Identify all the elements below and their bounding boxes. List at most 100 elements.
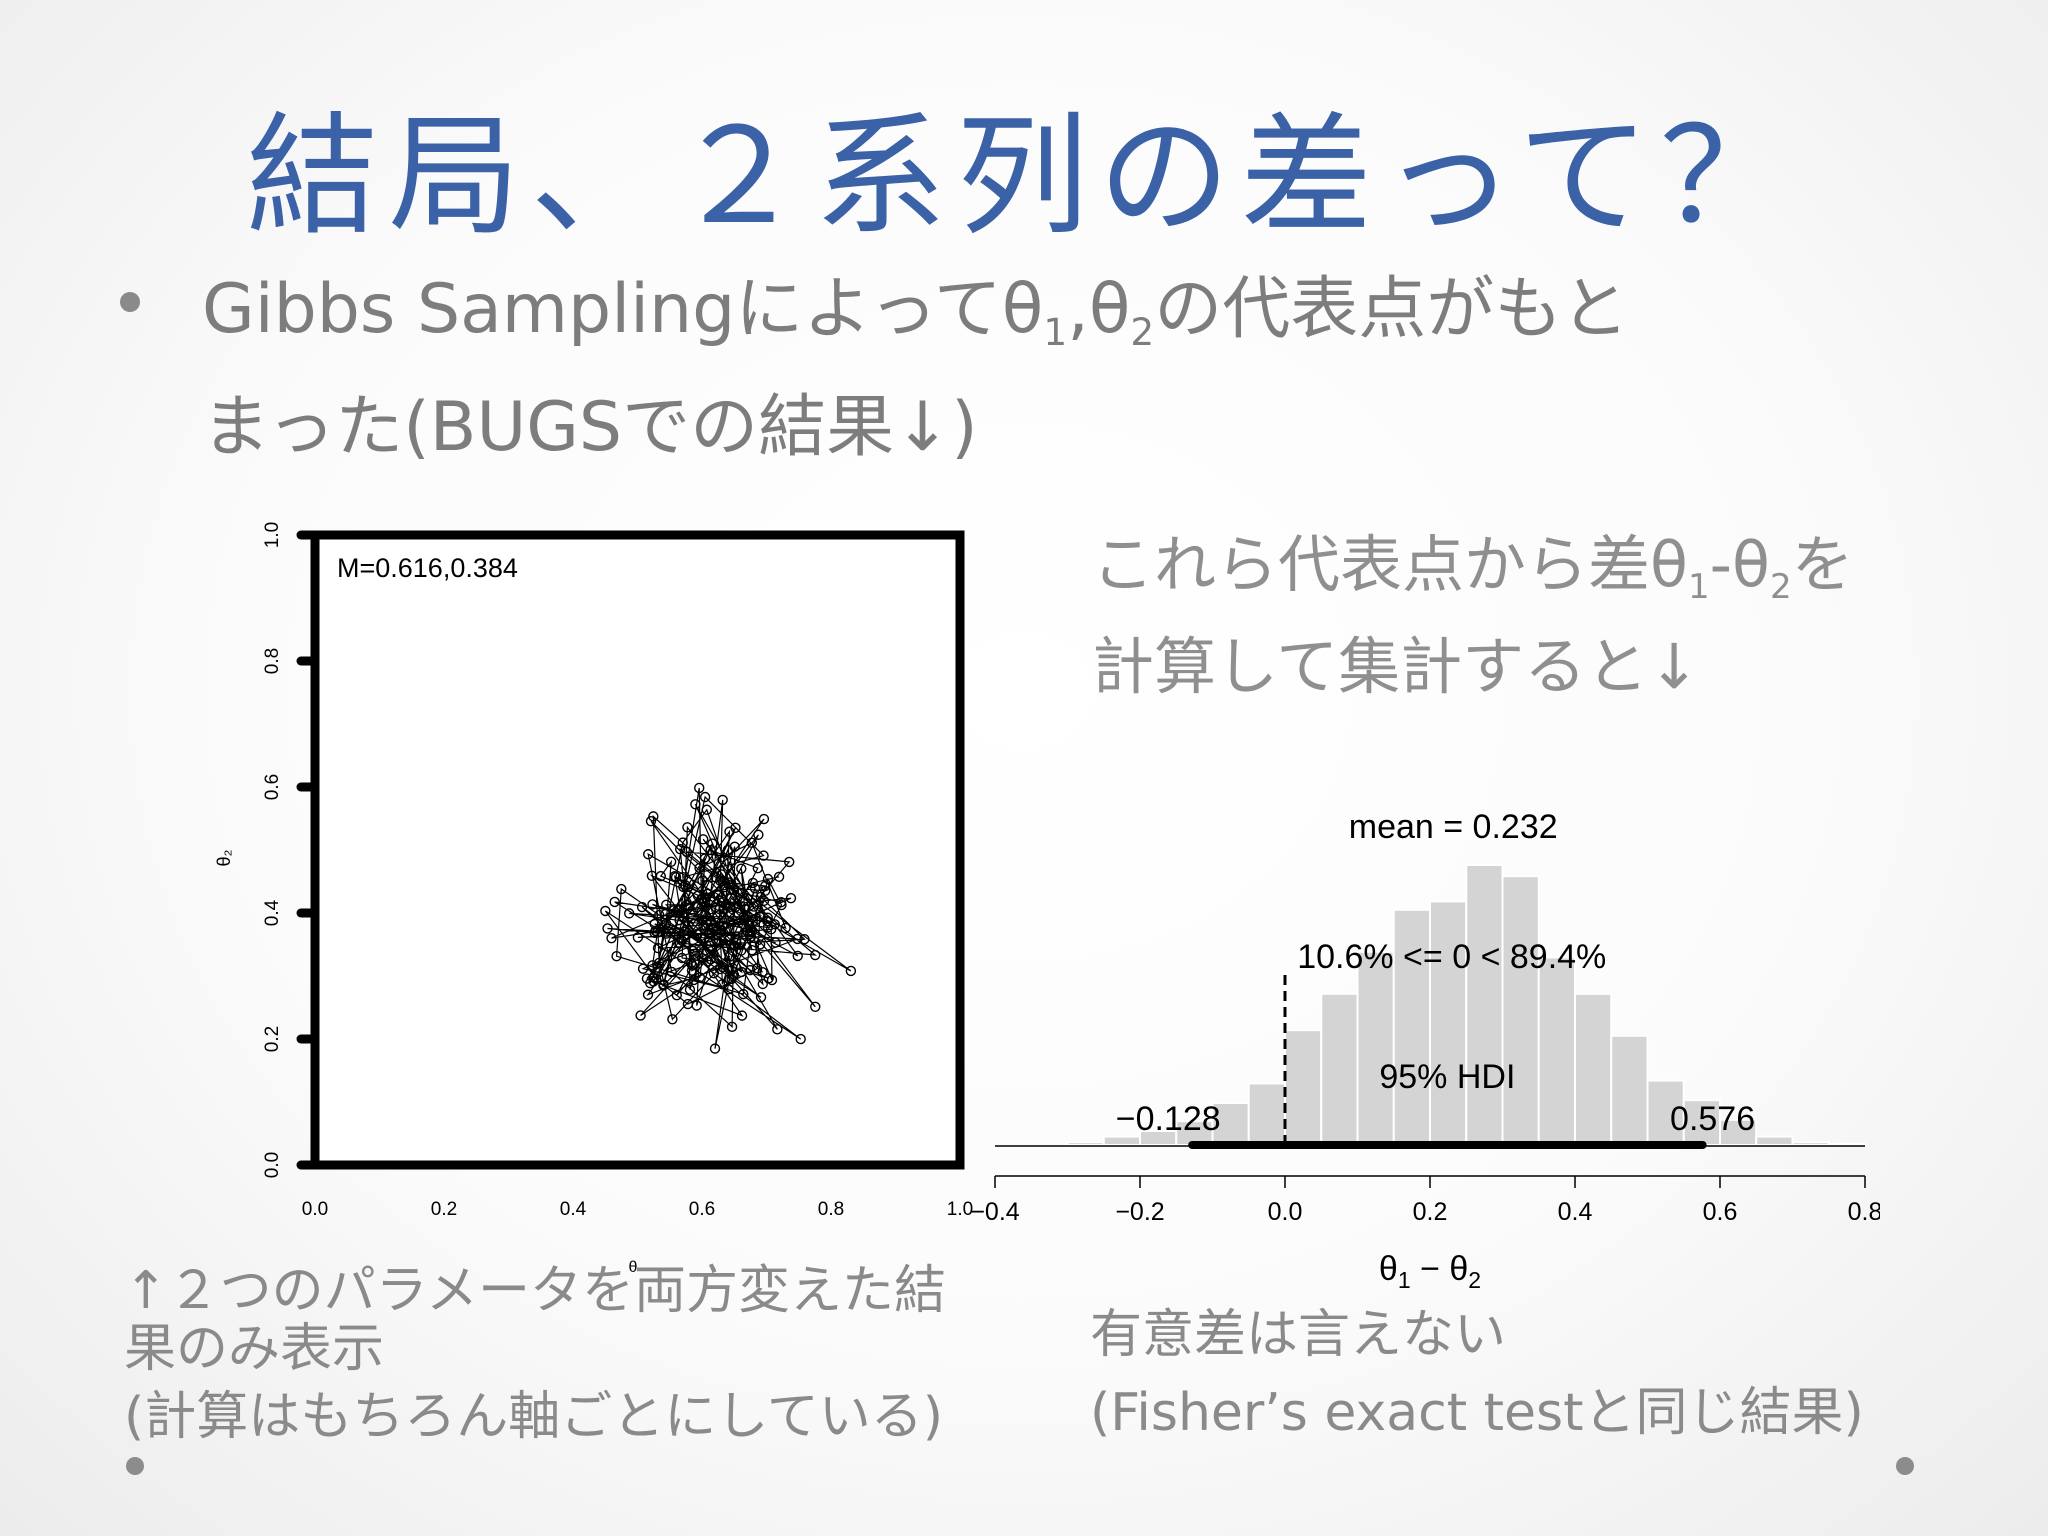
scatter-point [763, 973, 774, 984]
scatter-point [772, 1024, 783, 1035]
y-axis-label: θ₂ [214, 849, 234, 866]
right-note: これら代表点から差θ1-θ2を 計算して集計すると↓ [1092, 525, 1854, 707]
scatter-point [845, 965, 857, 977]
scatter-point [706, 928, 717, 939]
x-axis-label-part: − θ [1411, 1250, 1469, 1288]
scatter-point [701, 804, 713, 815]
scatter-point [742, 910, 753, 922]
x-axis-label-part: θ [1379, 1250, 1398, 1288]
scatter-point [652, 927, 663, 938]
scatter-point [696, 915, 708, 926]
histogram-bar [1465, 864, 1504, 1146]
histogram-bar [1356, 950, 1395, 1146]
scatter-point [746, 944, 758, 956]
x-tick-label: 0.2 [431, 1199, 457, 1220]
difference-histogram: mean = 0.232 10.6% <= 0 < 89.4% 95% HDI −0.… [970, 808, 1880, 1293]
histogram-bar [1827, 1142, 1866, 1147]
hdi-high-label: 0.576 [1670, 1100, 1755, 1138]
histogram-bar [1247, 1082, 1286, 1146]
x-axis-label: θ [629, 1259, 638, 1276]
x-tick-label: 0.6 [1703, 1198, 1738, 1226]
histogram-bar [1501, 875, 1540, 1146]
x-tick-label: 0.0 [302, 1199, 328, 1220]
left-caption-line-2: 果のみ表示 [124, 1319, 385, 1379]
x-tick-label: 0.8 [818, 1199, 844, 1220]
scatter-point [754, 939, 766, 950]
scatter-point [611, 951, 622, 962]
x-tick-label: 0.8 [1848, 1198, 1880, 1226]
scatter-point [810, 1001, 821, 1012]
scatter-point [699, 791, 711, 803]
scatter-point [690, 799, 701, 810]
scatter-point [705, 844, 716, 856]
scatter-point [691, 902, 702, 913]
scatter-point [660, 918, 672, 929]
scatter-point [717, 921, 728, 932]
scatter-point [810, 949, 821, 961]
scatter-point [691, 1000, 702, 1011]
scatter-point [652, 962, 663, 973]
y-tick-label: 0.4 [262, 899, 283, 926]
scatter-point [739, 913, 750, 924]
scatter-point [669, 871, 680, 882]
right-note-line-2: 計算して集計すると↓ [1092, 629, 1701, 703]
scatter-point [749, 883, 761, 894]
scatter-point [762, 912, 773, 923]
scatter-point [655, 870, 666, 882]
scatter-point [635, 1010, 646, 1021]
scatter-point [702, 956, 714, 967]
left-caption: ↑２つのパラメータを両方変えた結 果のみ表示 (計算はもちろん軸ごとにしている) [124, 1262, 946, 1446]
scatter-point [676, 952, 688, 964]
scatter-point [689, 948, 700, 960]
hdi-label: 95% HDI [1379, 1058, 1515, 1096]
scatter-point [670, 872, 682, 883]
scatter-point [694, 862, 705, 874]
corner-dot-right [1896, 1457, 1914, 1475]
bullet-prefix: Gibbs Samplingによってθ [202, 270, 1044, 349]
x-tick-label: 0.4 [1558, 1198, 1593, 1226]
slide-title: 結局、２系列の差って？ [246, 100, 1802, 254]
scatter-point [668, 905, 679, 916]
scatter-point [799, 933, 810, 945]
scatter-point [738, 988, 749, 1000]
scatter-point [648, 811, 659, 822]
scatter-point [745, 931, 757, 942]
scatter-point [770, 937, 781, 948]
scatter-point [762, 873, 774, 885]
scatter-point [697, 875, 708, 886]
scatter-point [684, 984, 696, 995]
right-note-line-1: これら代表点から差θ1-θ2を [1092, 525, 1854, 627]
right-caption-line-1: 有意差は言えない [1090, 1305, 1507, 1365]
scatter-point [665, 856, 677, 867]
scatter-point [697, 834, 709, 845]
scatter-point [780, 922, 791, 934]
scatter-point [755, 911, 766, 922]
right-note-mid: -θ [1709, 528, 1770, 601]
scatter-point [717, 794, 728, 806]
scatter-point [736, 1010, 748, 1021]
y-tick-label: 0.2 [262, 1026, 283, 1052]
x-tick-label: 0.6 [689, 1199, 715, 1220]
scatter-point [705, 954, 716, 965]
scatter-point [716, 869, 727, 880]
histogram-bar [1755, 1135, 1794, 1147]
scatter-point [674, 937, 685, 949]
scatter-point [671, 990, 682, 1001]
scatter-point [642, 849, 654, 860]
x-tick-label: 0.4 [560, 1199, 587, 1220]
histogram-bar [1719, 1118, 1758, 1146]
bullet-sub2: 2 [1130, 310, 1155, 355]
scatter-point [705, 940, 716, 952]
bullet-marker [120, 292, 140, 312]
scatter-point [709, 1043, 721, 1054]
scatter-point [765, 924, 777, 935]
scatter-point [792, 933, 803, 945]
x-tick-label: 0.0 [1268, 1198, 1303, 1226]
bullet-mid: ,θ [1067, 270, 1131, 349]
scatter-point [717, 962, 728, 973]
scatter-point [702, 888, 713, 900]
plot-frame [310, 530, 965, 1170]
scatter-point [755, 992, 767, 1003]
scatter-trace-plot: M=0.616,0.384 0.0 0.2 0.4 0.6 0.8 1.0 0.0 0.2 0.4… [214, 522, 973, 1276]
scatter-point [760, 880, 771, 892]
